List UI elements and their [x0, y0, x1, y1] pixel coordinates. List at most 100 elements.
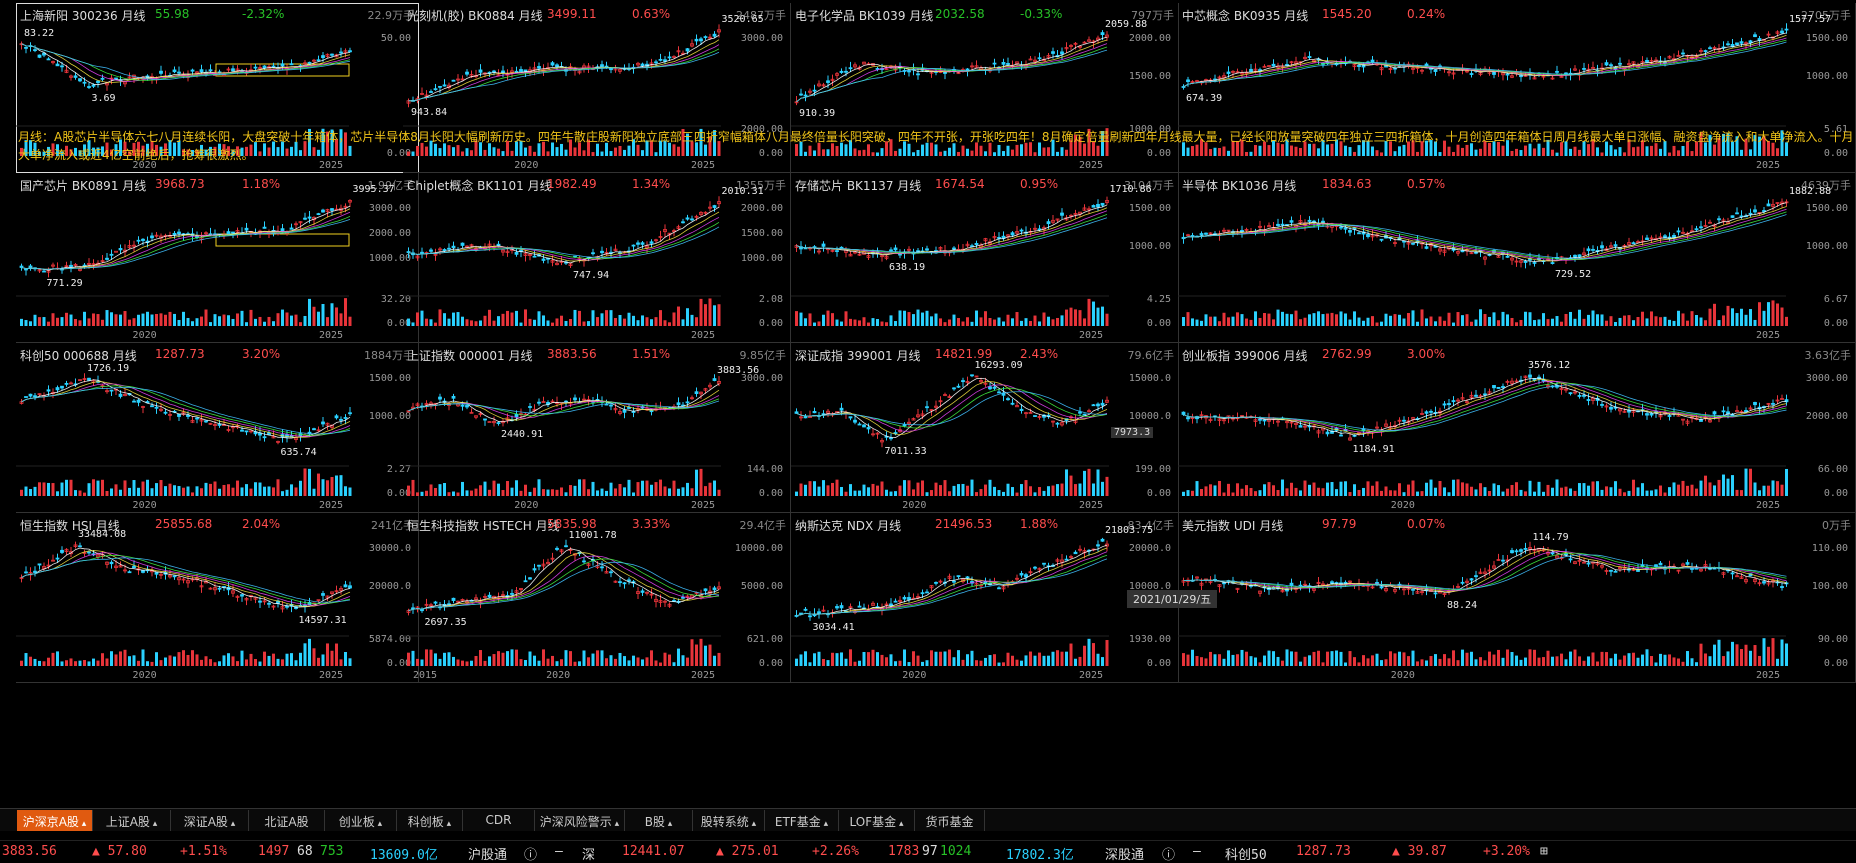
kline-chart[interactable] — [1178, 3, 1856, 173]
market-tab[interactable]: B股 ▴ — [625, 810, 693, 831]
market-tab[interactable]: 上证A股 ▴ — [93, 810, 171, 831]
market-tab[interactable]: 科创板 ▴ — [397, 810, 463, 831]
market-tab[interactable]: 沪深风险警示 ▴ — [535, 810, 625, 831]
low-label: 2697.35 — [424, 616, 467, 628]
kline-chart[interactable] — [791, 173, 1179, 343]
low-label: 910.39 — [799, 107, 836, 119]
y-tick-label: 0.00 — [1146, 318, 1171, 329]
panel-change: -0.33% — [1020, 7, 1063, 21]
y-tick-label: 0.00 — [1823, 488, 1848, 499]
kline-chart[interactable] — [1178, 513, 1856, 683]
high-label: 2059.88 — [1105, 18, 1148, 30]
kline-chart[interactable] — [403, 513, 791, 683]
chart-panel[interactable]: 国产芯片 BK0891 月线 3968.73 1.18% 1.99亿手 3995.37 7… — [16, 173, 419, 343]
kline-chart[interactable] — [1178, 173, 1856, 343]
x-tick-label: 2020 — [902, 670, 927, 681]
chart-panel[interactable]: 上证指数 000001 月线 3883.56 1.51% 9.85亿手 3883.56 2… — [403, 343, 791, 513]
panel-header: 纳斯达克 NDX 月线 21496.53 1.88% 83.4亿手 — [795, 517, 1175, 533]
chart-panel[interactable]: 科创50 000688 月线 1287.73 3.20% 1884万手 1726.19 6… — [16, 343, 419, 513]
chart-panel[interactable]: 上海新阳 300236 月线 55.98 -2.32% 22.9万手 83.22 3.69… — [16, 3, 419, 173]
low-label: 729.52 — [1555, 268, 1592, 280]
x-tick-label: 2025 — [691, 330, 716, 341]
kline-chart[interactable] — [791, 3, 1179, 173]
tab-label: 科创板 — [407, 815, 444, 829]
y-tick-label: 1500.00 — [1128, 70, 1171, 82]
panel-volume: 79.6亿手 — [1127, 349, 1175, 362]
chart-panel[interactable]: Chiplet概念 BK1101 月线 1982.49 1.34% 1355万手 201… — [403, 173, 791, 343]
expand-icon[interactable]: ⊞ — [1540, 844, 1548, 859]
market-tab[interactable]: ETF基金 ▴ — [765, 810, 839, 831]
market-tab[interactable]: CDR — [463, 810, 535, 831]
kline-chart[interactable] — [16, 3, 419, 173]
y-tick-label: 2.27 — [386, 464, 411, 475]
y-tick-label: 1000.00 — [1805, 240, 1848, 252]
panel-volume: 4639万手 — [1801, 179, 1851, 192]
y-tick-label: 0.00 — [386, 658, 411, 669]
y-tick-label: 1500.00 — [740, 228, 783, 239]
y-tick-label: 3000.00 — [1805, 373, 1848, 384]
chart-panel[interactable]: 恒生指数 HSI 月线 25855.68 2.04% 241亿手 33484.08 145… — [16, 513, 419, 683]
panel-change: 3.00% — [1407, 347, 1446, 361]
y-tick-label: 0.00 — [386, 148, 411, 159]
kline-chart[interactable] — [791, 513, 1179, 683]
panel-header: 深证成指 399001 月线 14821.99 2.43% 79.6亿手 — [795, 347, 1175, 363]
panel-volume: 1884万手 — [364, 349, 414, 362]
market-tab[interactable]: 创业板 ▴ — [325, 810, 397, 831]
high-label: 1577.57 — [1789, 13, 1832, 25]
tab-label: 股转系统 — [700, 815, 749, 829]
kline-chart[interactable] — [1178, 343, 1856, 513]
kline-chart[interactable] — [403, 173, 791, 343]
low-label: 638.19 — [889, 262, 926, 274]
kline-chart[interactable] — [16, 343, 419, 513]
chart-panel[interactable]: 美元指数 UDI 月线 97.79 0.07% 0万手 114.79 88.24 110.0… — [1178, 513, 1856, 683]
sz-up-count: 1783 — [888, 844, 920, 859]
caret-up-icon: ▴ — [443, 819, 452, 829]
panel-price: 1834.63 — [1322, 177, 1372, 191]
kline-chart[interactable] — [791, 343, 1179, 513]
market-tab[interactable]: 股转系统 ▴ — [693, 810, 765, 831]
x-tick-label: 2020 — [546, 670, 571, 681]
market-tab[interactable]: 北证A股 — [249, 810, 325, 831]
x-tick-label: 2025 — [1756, 500, 1781, 511]
sz-connect-link[interactable]: 深股通 — [1105, 848, 1145, 863]
chart-panel[interactable]: 创业板指 399006 月线 2762.99 3.00% 3.63亿手 3576.12 1… — [1178, 343, 1856, 513]
panel-change: 2.04% — [242, 517, 281, 531]
sh-up-count: 1497 — [258, 844, 290, 859]
tab-label: 创业板 — [338, 815, 375, 829]
info-icon-2[interactable]: ⓘ — [1162, 848, 1176, 863]
chart-panel[interactable]: 半导体 BK1036 月线 1834.63 0.57% 4639万手 1882.88 72… — [1178, 173, 1856, 343]
tab-label: LOF基金 — [849, 815, 897, 829]
market-tab[interactable]: 货币基金 — [915, 810, 985, 831]
high-label: 33484.08 — [78, 528, 127, 540]
y-tick-label: 0.00 — [758, 488, 783, 499]
kline-chart[interactable] — [16, 513, 419, 683]
kline-chart[interactable] — [16, 173, 419, 343]
chart-panel[interactable]: 中芯概念 BK0935 月线 1545.20 0.24% 2705万手 1577.57 6… — [1178, 3, 1856, 173]
panel-price: 1545.20 — [1322, 7, 1372, 21]
chart-panel[interactable]: 深证成指 399001 月线 14821.99 2.43% 79.6亿手 16293.0… — [791, 343, 1179, 513]
chart-panel[interactable]: 存储芯片 BK1137 月线 1674.54 0.95% 3104万手 1710.86 6… — [791, 173, 1179, 343]
high-label: 3995.37 — [352, 184, 395, 196]
panel-price: 3883.56 — [547, 347, 597, 361]
market-tab[interactable]: 沪深京A股 ▴ — [17, 810, 93, 831]
panel-volume: 83.4亿手 — [1127, 519, 1175, 532]
panel-volume: 22.9万手 — [367, 9, 415, 22]
sh-connect-link[interactable]: 沪股通 — [468, 848, 508, 863]
chart-panel[interactable]: 电子化学品 BK1039 月线 2032.58 -0.33% 797万手 2059.88… — [791, 3, 1179, 173]
y-tick-label: 10000.0 — [1128, 580, 1171, 592]
chart-panel[interactable]: 恒生科技指数 HSTECH 月线 5835.98 3.33% 29.4亿手 11001.… — [403, 513, 791, 683]
kc-change: ▲ 39.87 — [1392, 844, 1447, 859]
low-label: 88.24 — [1447, 599, 1478, 611]
y-tick-label: 90.00 — [1817, 634, 1848, 645]
kline-chart[interactable] — [403, 343, 791, 513]
market-tab[interactable]: 深证A股 ▴ — [171, 810, 249, 831]
market-tab[interactable]: LOF基金 ▴ — [839, 810, 915, 831]
caret-up-icon: ▴ — [664, 819, 673, 829]
chart-panel[interactable]: 光刻机(胶) BK0884 月线 3499.11 0.63% 2487万手 3520.6… — [403, 3, 791, 173]
chart-panel[interactable]: 纳斯达克 NDX 月线 21496.53 1.88% 83.4亿手 21803.75 30… — [791, 513, 1179, 683]
info-icon[interactable]: ⓘ — [524, 848, 538, 863]
panel-header: 创业板指 399006 月线 2762.99 3.00% 3.63亿手 — [1182, 347, 1851, 363]
kline-chart[interactable] — [403, 3, 791, 173]
y-tick-label: 1000.00 — [368, 410, 411, 422]
panel-header: 科创50 000688 月线 1287.73 3.20% 1884万手 — [20, 347, 414, 363]
